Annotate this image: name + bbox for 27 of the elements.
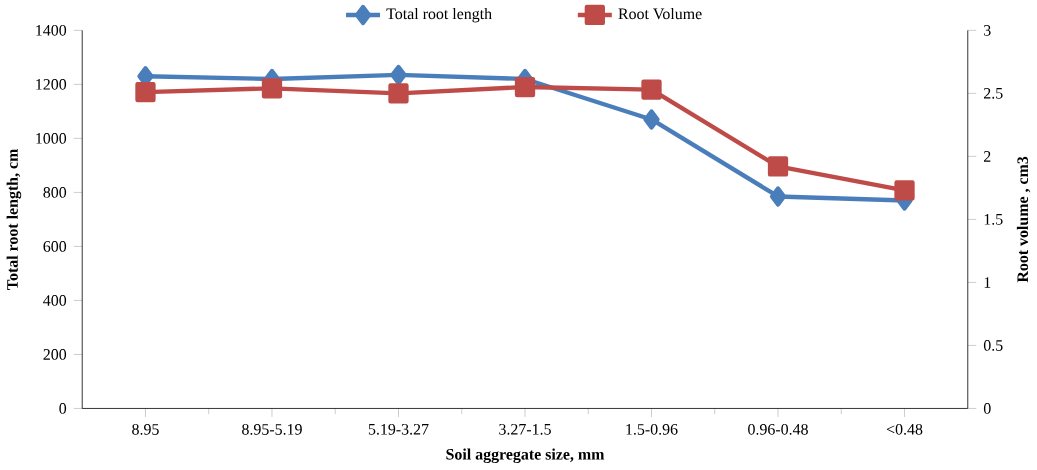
- y-tick-label: 200: [43, 349, 67, 360]
- x-tick-label: 8.95: [132, 424, 159, 435]
- y2-tick-label: 2: [983, 151, 991, 162]
- x-tick-label: 1.5-0.96: [626, 424, 678, 435]
- x-tick-label: 8.95-5.19: [242, 424, 302, 435]
- y-tick-label: 1400: [36, 25, 67, 36]
- y-tick-label: 1200: [36, 79, 67, 90]
- x-tick-label: <0.48: [886, 424, 923, 435]
- y2-tick-label: 2.5: [983, 88, 1003, 99]
- y2-tick-label: 3: [984, 25, 991, 36]
- y-tick-label: 400: [43, 295, 67, 306]
- y2-axis-title: Root volume , cm3: [1016, 156, 1031, 283]
- y-tick-label: 0: [59, 403, 67, 414]
- x-tick-label: 0.96-0.48: [748, 424, 808, 435]
- x-tick-label: 5.19-3.27: [368, 424, 429, 435]
- y-tick-label: 600: [43, 241, 67, 252]
- y-tick-label: 1000: [36, 133, 67, 144]
- y-axis-title: Total root length, cm: [6, 149, 22, 291]
- x-axis-title: Soil aggregate size, mm: [446, 448, 605, 464]
- legend-label: Total root length: [386, 8, 492, 23]
- x-tick-label: 3.27-1.5: [499, 424, 551, 435]
- legend-label: Root Volume: [618, 8, 702, 20]
- y-tick-label: 800: [43, 187, 67, 198]
- y2-tick-label: 1: [984, 277, 991, 288]
- y2-tick-label: 0: [983, 403, 991, 414]
- y2-tick-label: 1.5: [984, 214, 1003, 225]
- y2-tick-label: 0.5: [983, 340, 1003, 351]
